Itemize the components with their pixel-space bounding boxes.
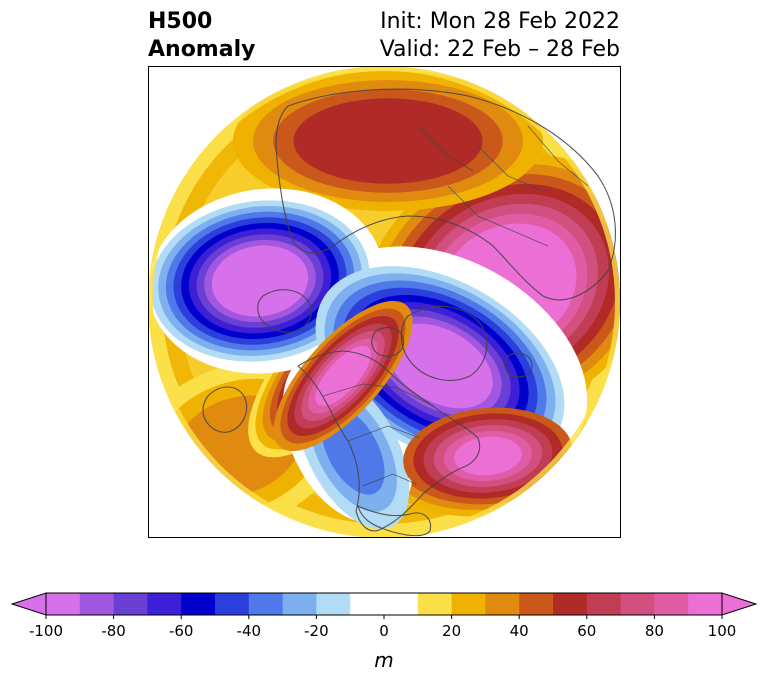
colorbar-ticks: -100 -80 -60 -40 -20 0 20 40 60 80 100 [29, 615, 736, 640]
anomaly-map-svg [148, 66, 621, 538]
colorbar-svg: -100 -80 -60 -40 -20 0 20 40 60 80 100 m [10, 592, 758, 672]
colorbar-tick-label: -20 [304, 622, 329, 640]
title-init: Init: Mon 28 Feb 2022 [380, 9, 620, 34]
colorbar-segment [316, 593, 351, 615]
ridge-north-atlantic-core-band [454, 436, 522, 476]
colorbar-segment [620, 593, 655, 615]
ridge-top-europe [233, 71, 543, 211]
anomaly-field [148, 66, 620, 538]
political-border [447, 185, 549, 247]
colorbar-extend-min [10, 592, 47, 616]
coast-greenland [400, 305, 488, 381]
title-variable: H500 [148, 9, 213, 34]
colorbar-segment [519, 593, 554, 615]
colorbar-segment [113, 593, 148, 615]
chart-title-right: Init: Mon 28 Feb 2022 Valid: 22 Feb – 28… [380, 8, 620, 64]
colorbar-tick-label: 20 [442, 622, 461, 640]
colorbar-tick-label: -40 [237, 622, 262, 640]
colorbar-segment [181, 593, 216, 615]
colorbar-tick-label: 60 [577, 622, 596, 640]
political-border [477, 145, 544, 192]
map-frame-border [148, 66, 621, 538]
colorbar-segment [654, 593, 689, 615]
colorbar-segment [248, 593, 284, 615]
colorbar-segment [417, 593, 453, 615]
coast-alaska [257, 289, 312, 333]
colorbar-segment [384, 593, 419, 615]
colorbar-segments [10, 592, 758, 616]
colorbar-segment [147, 593, 182, 615]
colorbar-segment [586, 593, 622, 615]
colorbar-segment [485, 593, 520, 615]
title-valid: Valid: 22 Feb – 28 Feb [379, 37, 620, 62]
chart-title-left: H500 Anomaly [148, 8, 255, 64]
colorbar: -100 -80 -60 -40 -20 0 20 40 60 80 100 m [0, 588, 768, 684]
coast-far-east [202, 386, 248, 433]
political-border [362, 473, 417, 487]
trough-north-pacific-band [211, 245, 309, 317]
ridge-top-europe-band [293, 98, 483, 184]
colorbar-tick-label: -60 [169, 622, 194, 640]
political-border [417, 125, 474, 172]
political-border [527, 125, 589, 187]
ridge-bering-alaska-core-band [315, 345, 371, 407]
colorbar-tick-label: 100 [708, 622, 737, 640]
trough-canada-arctic-band [387, 323, 493, 409]
colorbar-segment [46, 593, 81, 615]
colorbar-tick-label: 0 [379, 622, 389, 640]
colorbar-segment [282, 593, 317, 615]
colorbar-tick-label: 80 [645, 622, 664, 640]
colorbar-tick-label: -100 [29, 622, 63, 640]
field-rim [148, 66, 620, 538]
colorbar-tick-label: -80 [101, 622, 126, 640]
colorbar-segment [553, 593, 588, 615]
coastlines [202, 88, 616, 537]
coast-north-america [297, 350, 481, 532]
political-border [322, 383, 434, 407]
ridge-north-atlantic-core [403, 407, 573, 505]
coast-iceland [504, 352, 533, 378]
trough-north-pacific [150, 200, 370, 362]
coast-arctic-islands [371, 326, 405, 357]
title-type: Anomaly [148, 37, 256, 62]
political-border [347, 425, 421, 442]
colorbar-segment [215, 593, 250, 615]
anomaly-map [148, 66, 621, 538]
colorbar-segment [451, 593, 486, 615]
coast-eurasia [275, 88, 616, 301]
ridge-bering-alaska-core [273, 300, 413, 452]
colorbar-segment [350, 593, 385, 615]
colorbar-unit-label: m [374, 648, 393, 672]
colorbar-extend-max [721, 592, 758, 616]
colorbar-segment [79, 593, 115, 615]
coast-gulf [357, 505, 432, 537]
colorbar-tick-label: 40 [510, 622, 529, 640]
colorbar-segment [688, 593, 723, 615]
